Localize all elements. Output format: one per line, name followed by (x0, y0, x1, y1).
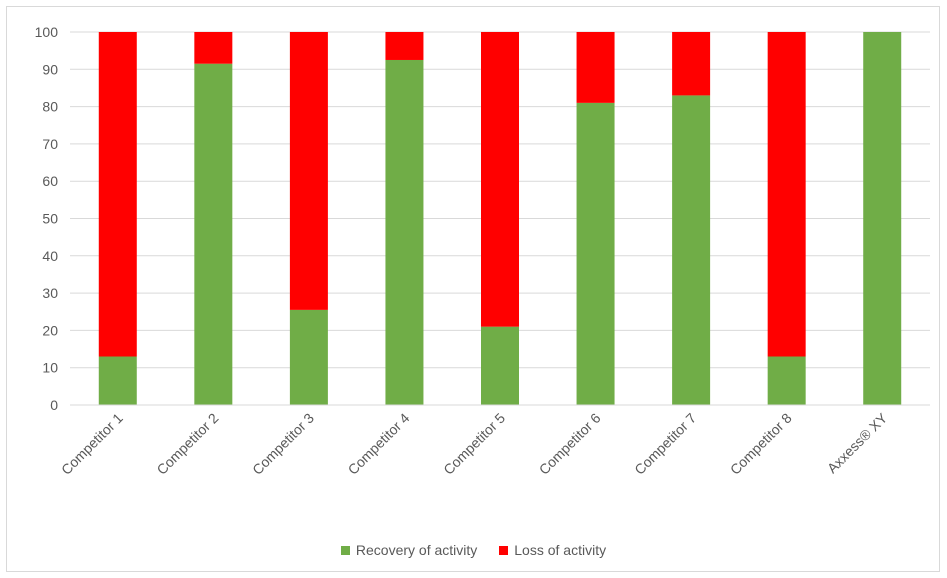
legend-swatch-loss (499, 545, 509, 555)
bar-recovery-9 (863, 32, 902, 405)
x-category-label-4: Competitor 4 (345, 410, 413, 478)
bar-loss-2 (194, 32, 233, 64)
y-tick-label-80: 80 (42, 99, 58, 115)
legend-item-loss: Loss of activity (499, 542, 606, 558)
bar-loss-8 (767, 32, 806, 357)
bar-loss-7 (672, 32, 711, 96)
y-tick-label-90: 90 (42, 61, 58, 77)
y-tick-label-20: 20 (42, 322, 58, 338)
x-category-label-3: Competitor 3 (249, 410, 317, 478)
bar-loss-4 (385, 32, 424, 60)
x-category-label-6: Competitor 6 (536, 410, 604, 478)
bar-loss-6 (576, 32, 615, 103)
legend-label-loss: Loss of activity (514, 542, 607, 558)
y-tick-label-10: 10 (42, 360, 58, 376)
y-tick-label-50: 50 (42, 211, 58, 227)
bar-recovery-2 (194, 63, 233, 406)
bar-recovery-1 (98, 356, 137, 405)
y-tick-label-30: 30 (42, 285, 58, 301)
y-tick-label-70: 70 (42, 136, 58, 152)
x-category-label-8: Competitor 8 (727, 410, 795, 478)
bar-recovery-5 (481, 326, 519, 405)
legend-swatch-recovery (340, 545, 350, 555)
x-category-label-2: Competitor 2 (153, 410, 221, 478)
bar-recovery-4 (385, 59, 424, 405)
bar-recovery-7 (672, 95, 711, 405)
y-tick-label-60: 60 (42, 173, 58, 189)
bar-loss-3 (289, 32, 328, 310)
bar-recovery-6 (576, 102, 615, 406)
bar-loss-1 (98, 32, 137, 357)
bar-recovery-3 (289, 309, 328, 405)
legend-item-recovery: Recovery of activity (340, 542, 478, 558)
y-tick-label-100: 100 (35, 24, 59, 40)
bar-loss-5 (481, 32, 519, 327)
legend: Recovery of activity Loss of activity (0, 538, 947, 562)
y-tick-label-0: 0 (50, 397, 58, 413)
x-category-label-1: Competitor 1 (58, 410, 126, 478)
legend-label-recovery: Recovery of activity (355, 542, 478, 558)
x-category-label-7: Competitor 7 (631, 410, 699, 478)
x-category-label-9: Axxess® XY (824, 409, 891, 476)
x-category-label-5: Competitor 5 (440, 410, 508, 478)
y-tick-label-40: 40 (42, 248, 58, 264)
bar-recovery-8 (767, 356, 806, 405)
